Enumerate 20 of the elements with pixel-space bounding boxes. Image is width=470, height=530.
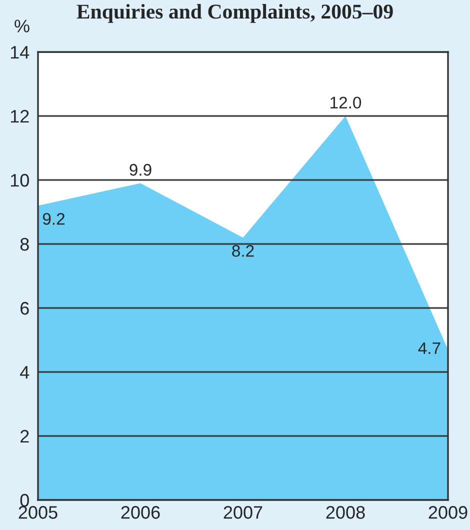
chart-title: Enquiries and Complaints, 2005–09 bbox=[76, 4, 393, 23]
text: 9.2 bbox=[42, 212, 64, 225]
y-tick-label: 8 bbox=[20, 238, 29, 251]
text: 12.0 bbox=[330, 96, 362, 109]
x-tick-label: 2009 bbox=[428, 506, 468, 519]
y-tick-label: 0 bbox=[20, 494, 29, 507]
text: 9.9 bbox=[130, 164, 152, 176]
y-tick-label: 6 bbox=[20, 302, 29, 315]
y-tick-label: 10 bbox=[10, 174, 29, 187]
y-tick-label: 12 bbox=[10, 110, 29, 123]
text: 4.7 bbox=[418, 342, 440, 354]
y-tick-label: 2 bbox=[20, 430, 29, 443]
text: 8.2 bbox=[232, 244, 254, 257]
x-tick-label: 2005 bbox=[18, 506, 58, 519]
x-tick-label: 2007 bbox=[224, 506, 262, 519]
y-tick-label: 14 bbox=[10, 46, 30, 59]
x-tick-label: 2008 bbox=[326, 506, 365, 519]
y-axis-title: % bbox=[14, 20, 30, 32]
x-tick-label: 2006 bbox=[121, 506, 160, 519]
y-tick-label: 4 bbox=[20, 366, 30, 379]
